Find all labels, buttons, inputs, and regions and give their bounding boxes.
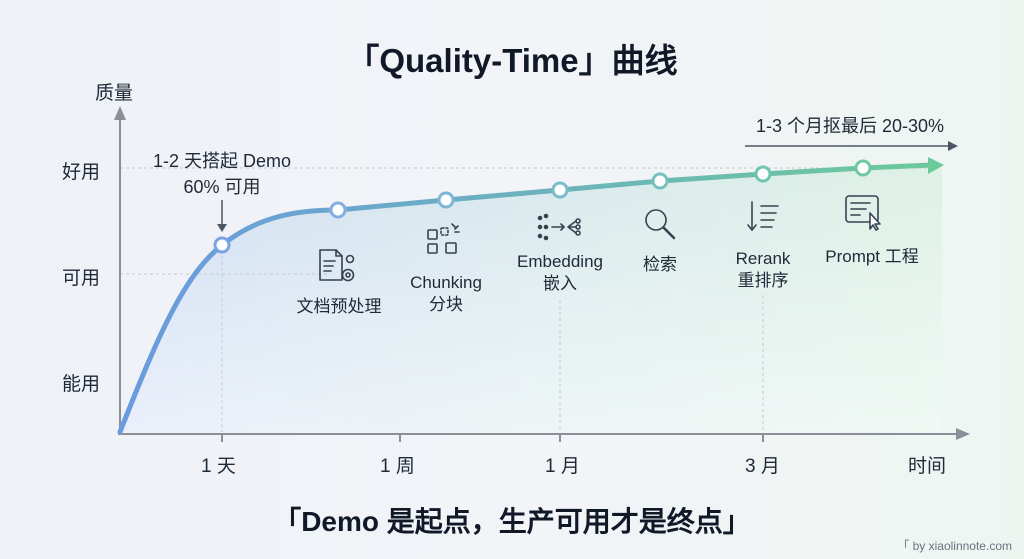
curve-area-fade	[120, 165, 942, 432]
chunk-blocks-icon	[427, 223, 460, 254]
step-label-retrieval: 检索	[643, 255, 677, 274]
marker-step-6	[854, 159, 872, 177]
x-axis-title: 时间	[908, 456, 947, 477]
watermark: 「 by xiaolinnote.com	[897, 539, 1012, 553]
marker-step-5	[754, 165, 772, 183]
guide-lines	[120, 167, 940, 432]
marker-step-2	[437, 191, 455, 209]
demo-arrow	[217, 200, 227, 232]
footer-slogan: 「Demo 是起点，生产可用才是终点」	[273, 506, 751, 537]
x-tick-label-1week: 1 周	[380, 456, 415, 477]
late-stage-annotation: 1-3 个月抠最后 20-30%	[755, 116, 945, 136]
step-label-embedding: Embedding 嵌入	[516, 252, 603, 293]
axes	[114, 106, 970, 442]
y-level-haoyong: 好用	[62, 162, 101, 183]
curve-markers	[213, 159, 872, 254]
demo-annotation-line1: 1-2 天搭起 Demo	[152, 151, 292, 171]
y-level-keyong: 可用	[62, 268, 101, 289]
sort-list-icon	[747, 201, 779, 231]
y-axis-arrow	[114, 106, 126, 120]
late-stage-arrow	[745, 141, 958, 151]
demo-annotation-line2: 60% 可用	[183, 177, 261, 197]
embedding-flow-icon	[537, 213, 581, 241]
marker-step-4	[651, 172, 669, 190]
x-axis-arrow	[956, 428, 970, 440]
step-label-rerank: Rerank 重排序	[735, 249, 791, 290]
marker-demo	[213, 236, 231, 254]
prompt-form-icon	[845, 195, 881, 231]
step-label-chunking: Chunking 分块	[410, 273, 482, 314]
document-settings-icon	[319, 249, 355, 282]
magnifier-icon	[645, 209, 676, 240]
step-label-prompt: Prompt 工程	[825, 247, 919, 266]
y-level-nengyong: 能用	[62, 374, 101, 395]
marker-step-3	[551, 181, 569, 199]
demo-annotation: 1-2 天搭起 Demo 60% 可用	[132, 148, 312, 200]
y-axis-title: 质量	[95, 83, 134, 104]
page-title: 「Quality-Time」曲线	[346, 42, 678, 79]
x-tick-label-3month: 3 月	[745, 456, 780, 477]
curve-arrowhead	[928, 157, 944, 174]
marker-step-1	[329, 201, 347, 219]
x-tick-label-1day: 1 天	[201, 456, 236, 477]
x-tick-label-1month: 1 月	[545, 456, 580, 477]
step-label-preprocess: 文档预处理	[296, 297, 382, 316]
